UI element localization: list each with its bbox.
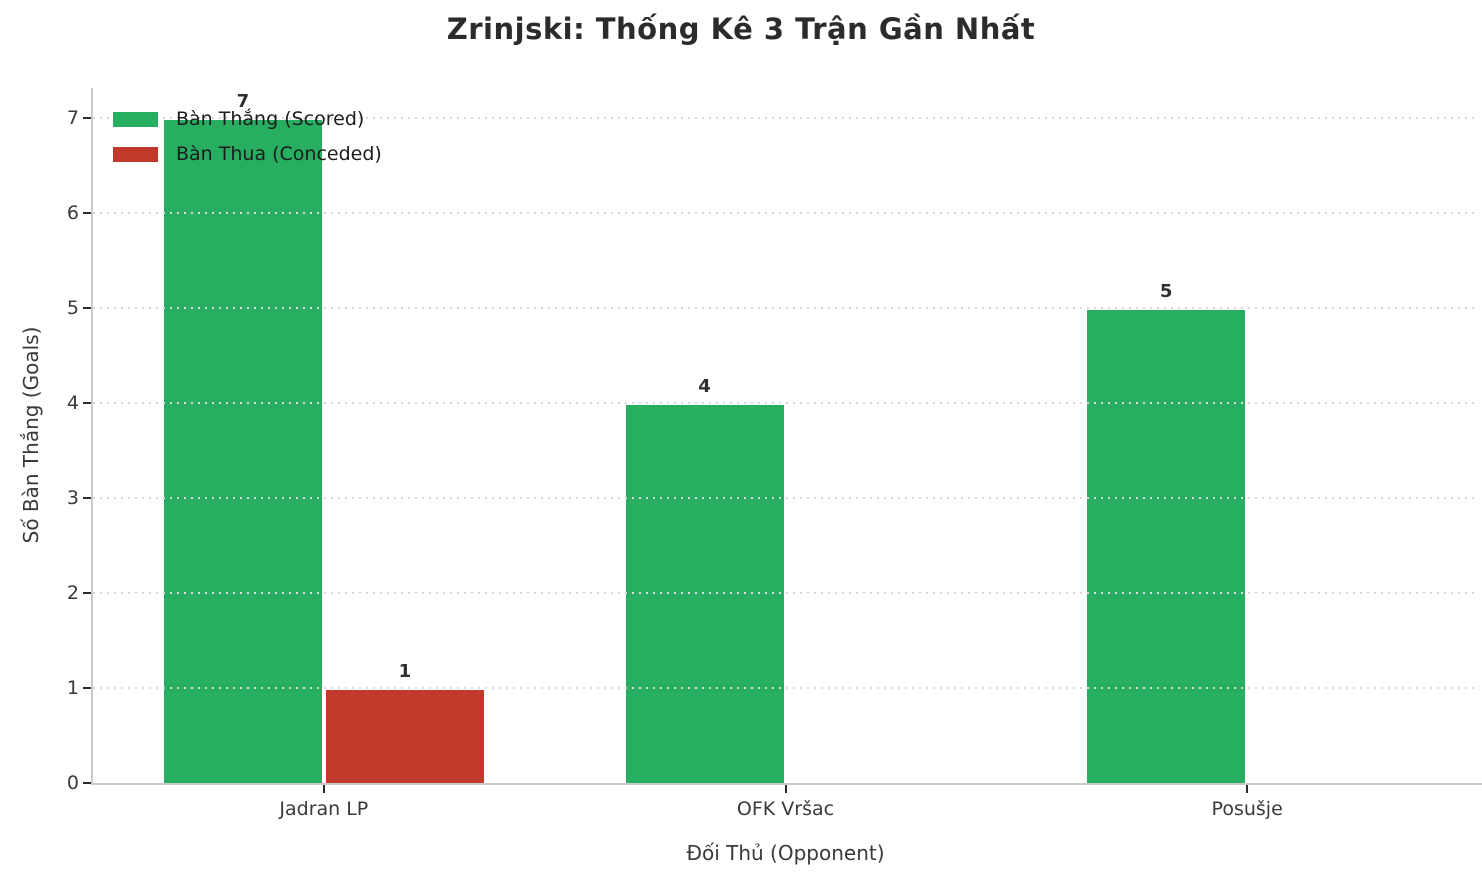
- y-tick-mark-3: [83, 497, 91, 500]
- x-tick-mark-0: [322, 785, 325, 793]
- y-tick-mark-1: [83, 687, 91, 690]
- y-tick-label-0: 0: [66, 772, 79, 794]
- y-tick-label-3: 3: [66, 487, 79, 510]
- bar-scored-0: [161, 118, 324, 783]
- legend-swatch-conceded-icon: [113, 147, 158, 162]
- legend-swatch-scored-icon: [113, 112, 158, 127]
- bar-value-label-scored-0: 7: [236, 91, 250, 112]
- x-axis-spine: [91, 783, 1482, 785]
- y-tick-mark-6: [83, 212, 91, 215]
- y-tick-label-4: 4: [66, 392, 79, 415]
- bar-conceded-0: [323, 688, 486, 783]
- gridline-2: [93, 592, 1478, 595]
- gridline-1: [93, 687, 1478, 690]
- x-tick-label-0: Jadran LP: [279, 798, 369, 820]
- x-tick-mark-1: [784, 785, 787, 793]
- x-tick-mark-2: [1246, 785, 1249, 793]
- gridline-3: [93, 497, 1478, 500]
- y-tick-mark-7: [83, 117, 91, 120]
- chart-title: Zrinjski: Thống Kê 3 Trận Gần Nhất: [446, 12, 1036, 46]
- y-tick-label-7: 7: [66, 107, 79, 130]
- y-tick-label-1: 1: [66, 677, 79, 700]
- bar-value-label-conceded-0: 1: [398, 661, 412, 682]
- y-tick-mark-5: [83, 307, 91, 310]
- legend-item-scored: Bàn Thắng (Scored): [113, 108, 382, 131]
- y-tick-label-6: 6: [66, 202, 79, 225]
- y-tick-mark-0: [83, 782, 91, 784]
- y-tick-label-2: 2: [66, 582, 79, 605]
- gridline-7: [93, 117, 1478, 120]
- x-axis-label: Đối Thủ (Opponent): [686, 841, 885, 865]
- plot-area: Bàn Thắng (Scored) Bàn Thua (Conceded) 0…: [67, 88, 1478, 820]
- y-tick-mark-2: [83, 592, 91, 595]
- legend: Bàn Thắng (Scored) Bàn Thua (Conceded): [113, 108, 382, 166]
- legend-label-conceded: Bàn Thua (Conceded): [176, 143, 382, 165]
- y-axis-spine: [91, 88, 93, 785]
- bar-scored-2: [1085, 308, 1248, 783]
- bar-value-label-scored-1: 4: [698, 376, 711, 397]
- x-tick-label-2: Posušje: [1211, 798, 1283, 820]
- x-tick-label-1: OFK Vršac: [736, 798, 835, 820]
- gridline-5: [93, 307, 1478, 310]
- legend-label-scored: Bàn Thắng (Scored): [176, 108, 365, 130]
- y-tick-mark-4: [83, 402, 91, 405]
- gridline-4: [93, 402, 1478, 405]
- y-tick-label-5: 5: [66, 297, 79, 320]
- bar-value-label-scored-2: 5: [1159, 281, 1173, 302]
- gridline-6: [93, 212, 1478, 215]
- legend-item-conceded: Bàn Thua (Conceded): [113, 143, 382, 166]
